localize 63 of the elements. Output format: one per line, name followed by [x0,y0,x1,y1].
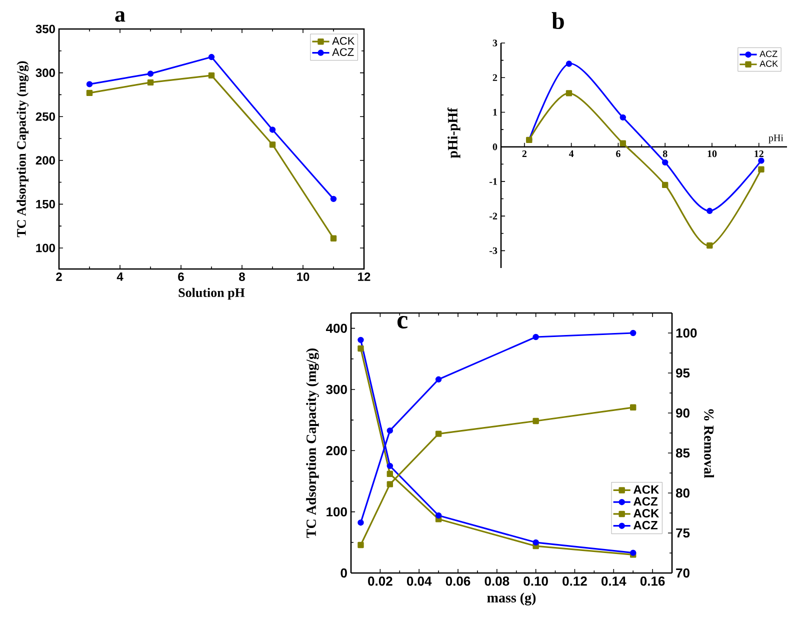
y-tick-label: 200 [326,446,347,456]
y2-tick-label: 85 [676,448,690,458]
y2-tick-label: 95 [676,368,690,378]
y2-tick-label: 80 [676,488,690,498]
legend-label: ACK [760,60,778,67]
y-tick-label: 2 [492,74,498,81]
y2-tick-label: 70 [676,568,690,578]
x-tick-label: 0.06 [446,576,470,586]
legend-label: ACK [633,509,660,518]
y-tick-label: 100 [326,507,347,516]
x-tick-label: 4 [116,272,124,281]
x-tick-label: 6 [616,150,620,158]
y2-tick-label: 75 [676,528,690,538]
legend-label: ACZ [633,520,658,530]
y2-tick-label: 100 [676,328,697,338]
x-tick-label: 0.08 [484,576,510,586]
y-axis-title: TC Adsorption Capacity (mg/g) [306,348,319,538]
y-axis-title: pHi-pHf [447,108,460,158]
legend-label: ACZ [332,48,354,56]
x-tick-label: 10 [708,150,717,158]
y-tick-label: 350 [36,24,55,34]
chart-title: c [397,316,408,328]
chart-title: a [115,11,126,22]
legend-label: ACK [332,37,355,45]
y-axis-title: TC Adsorption Capacity (mg/g) [16,61,29,238]
x-tick-label: 12 [358,272,370,281]
x-tick-label: 0.16 [640,576,665,586]
x-tick-label: 2 [56,272,62,281]
x-tick-label: 6 [178,272,184,282]
y-tick-label: 200 [36,156,55,165]
x-tick-label: 0.12 [562,576,587,586]
y-tick-label: 300 [36,68,55,78]
y-tick-label: -1 [490,178,497,185]
y2-axis-title: % Removal [704,409,714,478]
x-tick-label: 0.14 [602,576,626,586]
y-tick-label: 400 [326,324,347,333]
x-tick-label: 0.04 [406,576,432,586]
x-tick-label: 8 [239,272,245,282]
y-tick-label: 0 [492,143,498,150]
y-tick-label: 1 [493,108,497,116]
y-tick-label: 0 [340,568,347,578]
y-tick-label: 100 [36,244,55,252]
y-tick-label: 250 [36,112,55,121]
legend-label: ACZ [633,497,658,506]
x-axis-title: mass (g) [487,592,536,606]
x-tick-label: 8 [662,150,668,158]
legend-label: ACZ [760,50,778,58]
y-tick-label: -3 [490,247,498,254]
y2-tick-label: 90 [676,408,690,418]
y-tick-label: 300 [326,384,347,394]
x-axis-title: pHi [768,134,784,144]
y-tick-label: -2 [490,212,498,220]
x-axis-title: Solution pH [178,288,245,300]
y-tick-label: 3 [492,40,498,46]
y-tick-label: 150 [36,200,55,208]
x-tick-label: 12 [754,150,764,157]
x-tick-label: 4 [568,150,574,157]
chart-title: b [552,12,564,30]
legend-label: ACK [633,485,660,494]
x-tick-label: 10 [297,272,310,282]
x-tick-label: 0.02 [368,576,392,586]
x-tick-label: 2 [522,150,527,157]
x-tick-label: 0.10 [524,576,548,586]
